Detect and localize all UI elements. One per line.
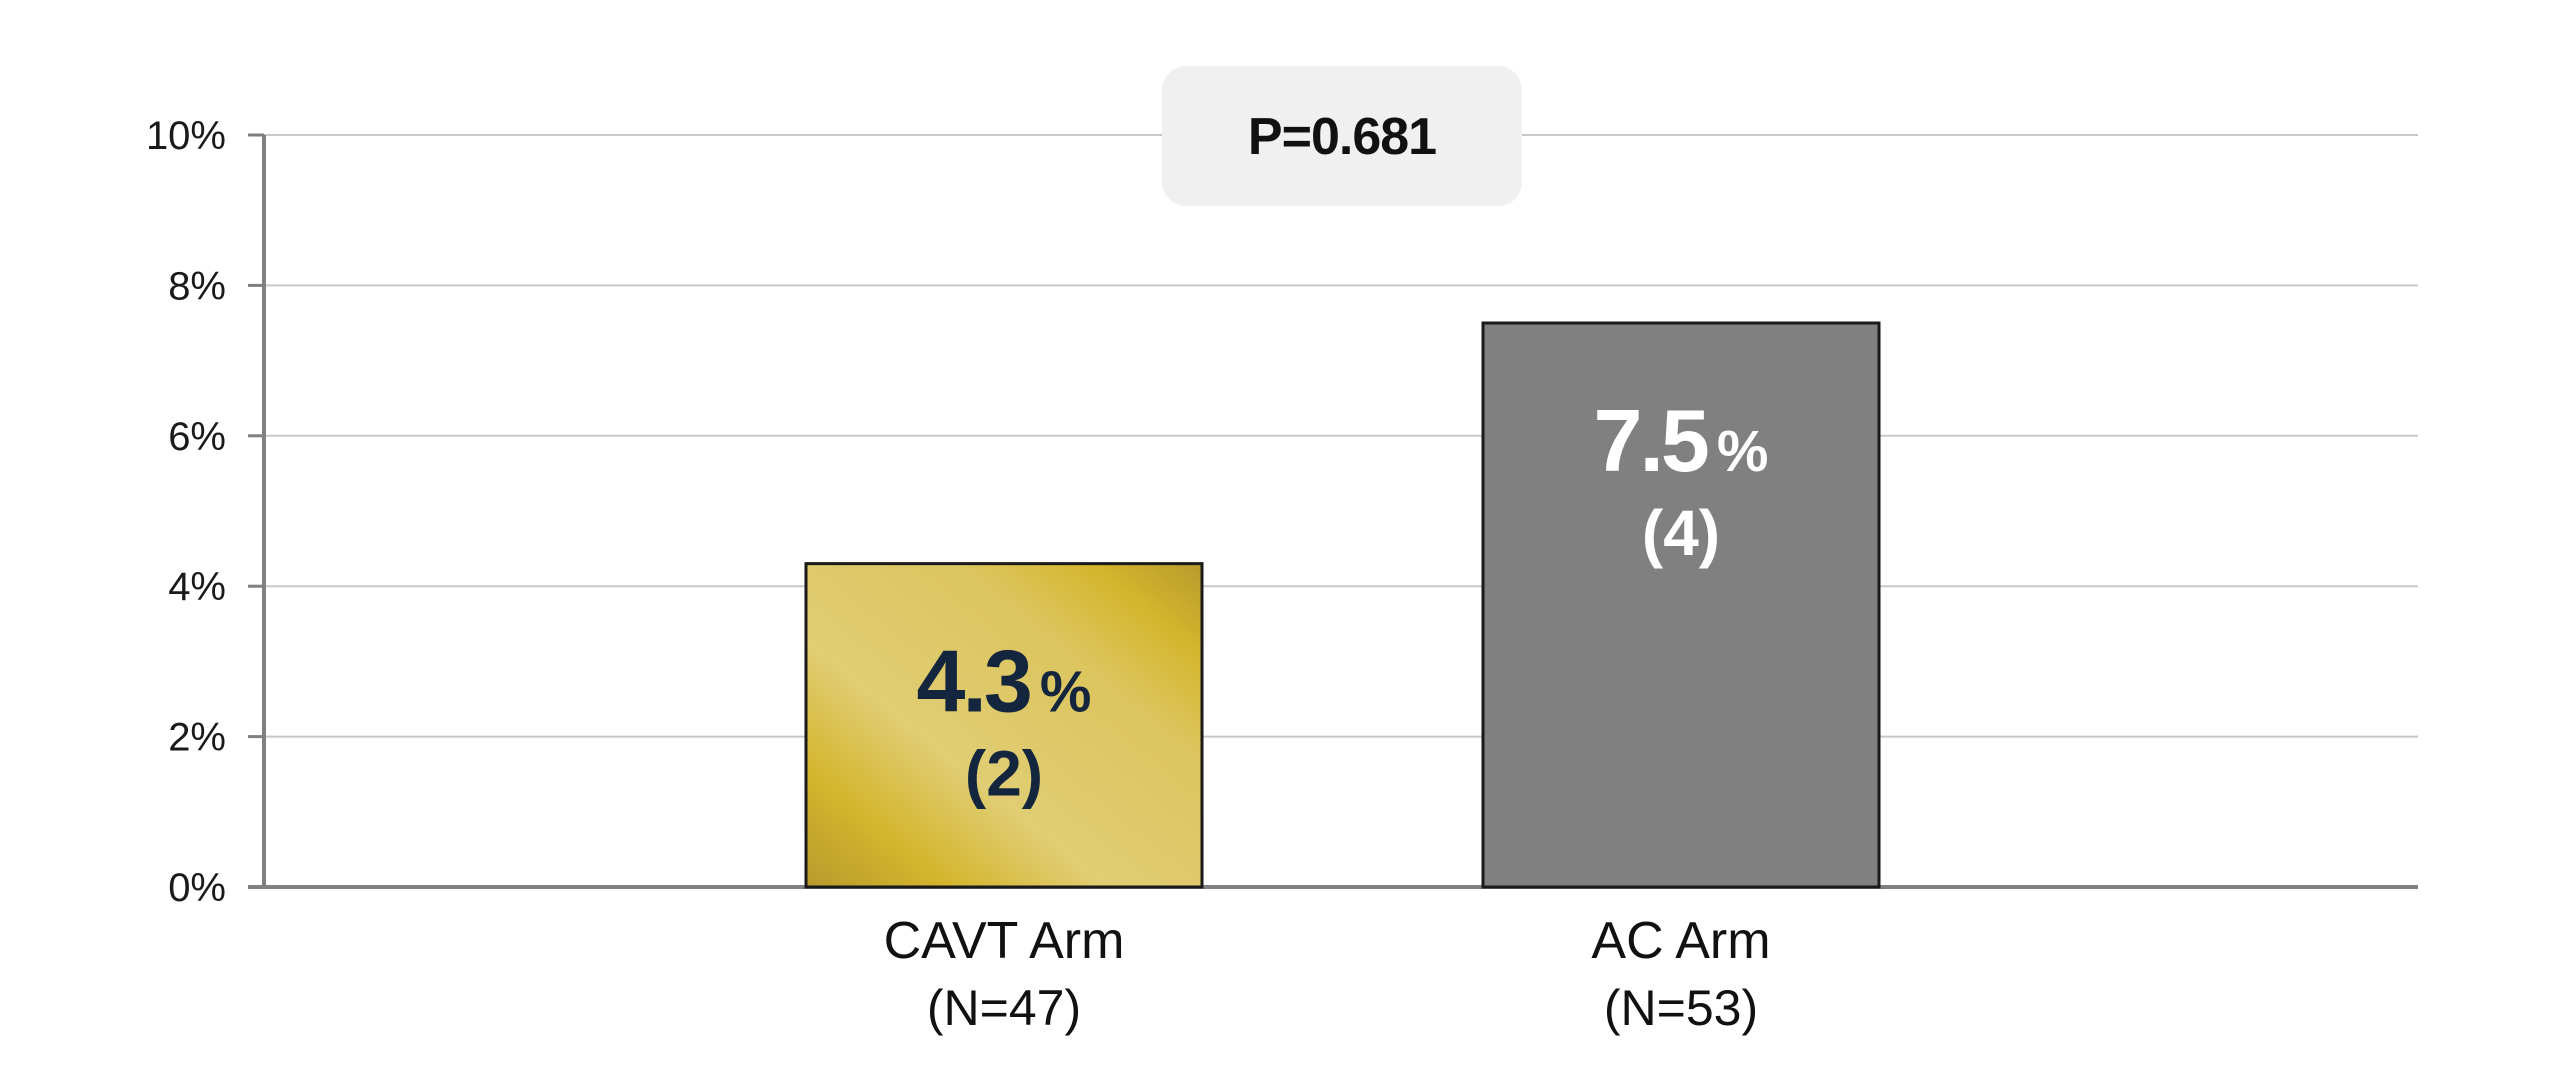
y-tick-label: 0% xyxy=(168,866,226,910)
bar-value-number: 7.5 xyxy=(1594,391,1708,490)
axes xyxy=(248,133,2418,889)
labels: 0%2%4%6%8%10%4.3 %(2)CAVT Arm(N=47)7.5 %(4… xyxy=(146,66,1771,1036)
x-category-label: CAVT Arm xyxy=(884,912,1125,970)
bars xyxy=(804,321,1881,889)
y-tick-label: 4% xyxy=(168,565,226,609)
pvalue-box xyxy=(1162,66,1522,206)
x-category-label: AC Arm xyxy=(1591,912,1770,970)
bar-ac xyxy=(1481,321,1881,889)
gridlines xyxy=(264,134,2418,738)
y-tick-label: 8% xyxy=(168,264,226,308)
x-category-sublabel: (N=53) xyxy=(1604,980,1758,1036)
pvalue-label: P=0.681 xyxy=(1248,108,1436,166)
bar-value-label: 4.3% xyxy=(917,632,1092,731)
bar-cavt xyxy=(804,562,1204,889)
bar-count-label: (4) xyxy=(1642,497,1720,569)
bar-value-number: 4.3 xyxy=(917,632,1030,731)
bar-value-label: 7.5% xyxy=(1594,391,1769,490)
x-category-sublabel: (N=47) xyxy=(927,980,1081,1036)
bar-value-unit: % xyxy=(1717,419,1769,484)
bar-value-unit: % xyxy=(1040,660,1092,725)
y-tick-label: 10% xyxy=(146,114,226,158)
y-tick-label: 2% xyxy=(168,716,226,760)
y-tick-label: 6% xyxy=(168,415,226,459)
bar-count-label: (2) xyxy=(965,738,1043,810)
